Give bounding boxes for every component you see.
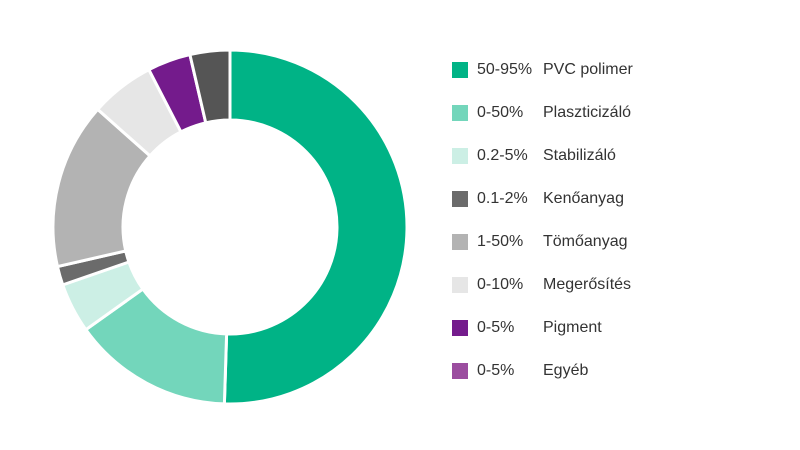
legend-label: Pigment <box>543 318 602 336</box>
legend-range: 0.2-5% <box>477 146 528 164</box>
legend-swatch <box>452 147 468 164</box>
legend-swatch <box>452 104 468 121</box>
legend-item: 0.1-2% Kenőanyag <box>452 177 633 220</box>
legend-range: 0-50% <box>477 103 524 121</box>
legend-swatch <box>452 190 468 207</box>
legend-swatch <box>452 362 468 379</box>
legend-swatch <box>452 233 468 250</box>
legend-label: Tömőanyag <box>543 232 628 250</box>
legend-range: 0-10% <box>477 275 524 293</box>
legend-item: 0-50% Plaszticizáló <box>452 91 633 134</box>
legend-swatch <box>452 319 468 336</box>
legend-label: PVC polimer <box>543 60 633 78</box>
legend-label: Plaszticizáló <box>543 103 632 121</box>
donut-slice-0 <box>222 48 409 406</box>
legend-item: 0.2-5% Stabilizáló <box>452 134 633 177</box>
legend-range: 1-50% <box>477 232 524 250</box>
legend-label: Megerősítés <box>543 275 632 293</box>
legend-item: 0-5% Egyéb <box>452 349 633 392</box>
donut-slice-7 <box>188 48 232 125</box>
legend-label: Stabilizáló <box>543 146 616 164</box>
legend-label: Egyéb <box>543 361 589 379</box>
legend-range: 0-5% <box>477 361 515 379</box>
legend-label: Kenőanyag <box>543 189 624 207</box>
legend-item: 1-50% Tömőanyag <box>452 220 633 263</box>
legend-range: 50-95% <box>477 60 533 78</box>
legend: 50-95% PVC polimer 0-50% Plaszticizáló 0.2-5… <box>452 48 633 392</box>
legend-range: 0.1-2% <box>477 189 528 207</box>
legend-item: 50-95% PVC polimer <box>452 48 633 91</box>
legend-item: 0-5% Pigment <box>452 306 633 349</box>
legend-range: 0-5% <box>477 318 515 336</box>
legend-swatch <box>452 61 468 78</box>
legend-item: 0-10% Megerősítés <box>452 263 633 306</box>
legend-swatch <box>452 276 468 293</box>
